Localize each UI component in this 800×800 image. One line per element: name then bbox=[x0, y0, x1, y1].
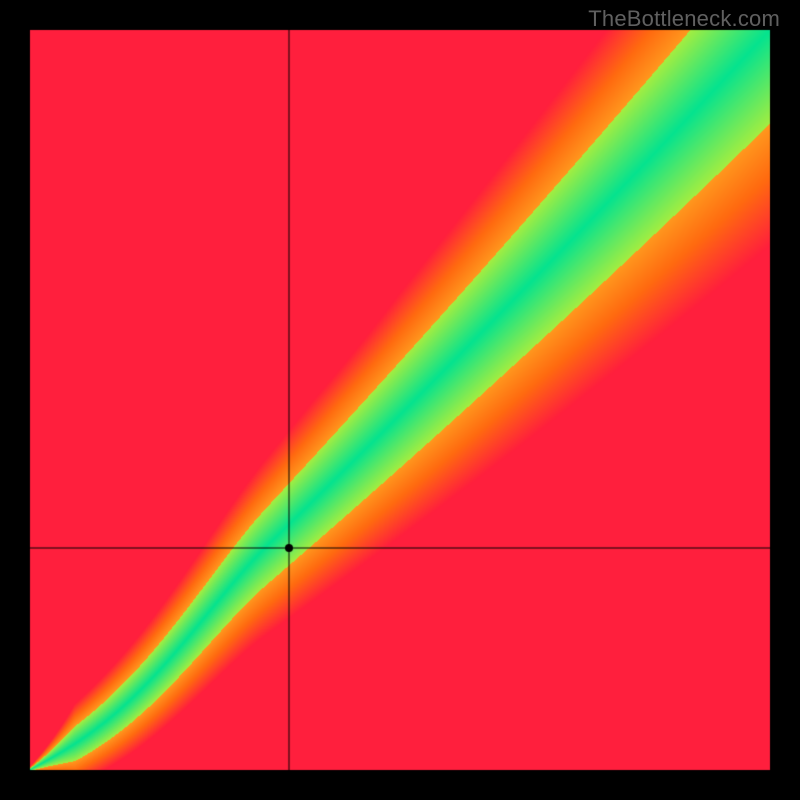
bottleneck-heatmap: TheBottleneck.com bbox=[0, 0, 800, 800]
watermark-text: TheBottleneck.com bbox=[588, 6, 780, 32]
heatmap-canvas bbox=[0, 0, 800, 800]
